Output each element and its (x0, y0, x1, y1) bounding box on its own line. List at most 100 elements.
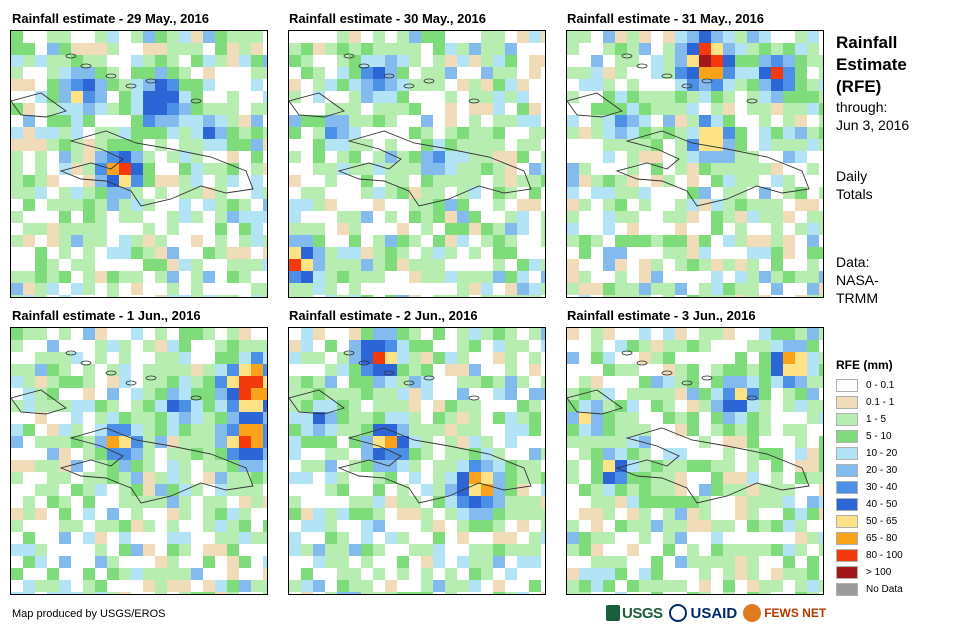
rainfall-cell (23, 55, 35, 67)
rainfall-cell (143, 568, 155, 580)
rainfall-cell (349, 424, 361, 436)
rainfall-cell (735, 544, 747, 556)
rainfall-cell (107, 376, 119, 388)
rainfall-cell (759, 247, 771, 259)
rainfall-cell (529, 388, 541, 400)
rainfall-cell (493, 484, 505, 496)
rainfall-cell (675, 532, 687, 544)
rainfall-cell (615, 460, 627, 472)
rainfall-cell (337, 151, 349, 163)
rainfall-cell (481, 484, 493, 496)
rainfall-cell (361, 388, 373, 400)
rainfall-cell (167, 508, 179, 520)
rainfall-cell (591, 352, 603, 364)
rainfall-cell (155, 484, 167, 496)
rainfall-cell (203, 460, 215, 472)
rainfall-cell (505, 175, 517, 187)
rainfall-cell (675, 259, 687, 271)
rainfall-cell (567, 283, 579, 295)
rainfall-cell (469, 568, 481, 580)
rainfall-cell (675, 496, 687, 508)
rainfall-cell (469, 115, 481, 127)
rainfall-cell (687, 139, 699, 151)
rainfall-cell (325, 592, 337, 594)
rainfall-cell (481, 139, 493, 151)
rainfall-cell (337, 223, 349, 235)
rainfall-cell (373, 328, 385, 340)
rainfall-cell (83, 79, 95, 91)
rainfall-cell (493, 115, 505, 127)
rainfall-cell (83, 199, 95, 211)
rainfall-cell (433, 31, 445, 43)
rainfall-cell (107, 364, 119, 376)
rainfall-cell (337, 412, 349, 424)
rainfall-cell (711, 127, 723, 139)
rainfall-cell (397, 376, 409, 388)
rainfall-cell (675, 412, 687, 424)
rainfall-cell (433, 151, 445, 163)
rainfall-cell (361, 187, 373, 199)
hispaniola-outline (615, 130, 810, 207)
rainfall-cell (337, 115, 349, 127)
rainfall-cell (639, 388, 651, 400)
rainfall-cell (191, 103, 203, 115)
rainfall-cell (227, 436, 239, 448)
rainfall-cell (119, 364, 131, 376)
rainfall-cell (711, 424, 723, 436)
rainfall-cell (107, 460, 119, 472)
rainfall-cell (711, 532, 723, 544)
rainfall-cell (361, 67, 373, 79)
legend: 0 - 0.1 0.1 - 1 1 - 5 5 - 10 10 - 20 20 … (836, 377, 903, 598)
rainfall-cell (107, 295, 119, 297)
rainfall-cell (301, 436, 313, 448)
rainfall-cell (469, 376, 481, 388)
rainfall-cell (493, 223, 505, 235)
rainfall-cell (759, 79, 771, 91)
rainfall-cell (627, 580, 639, 592)
rainfall-cell (385, 187, 397, 199)
rainfall-cell (59, 508, 71, 520)
rainfall-cell (663, 484, 675, 496)
rainfall-cell (639, 568, 651, 580)
rainfall-cell (179, 412, 191, 424)
rainfall-cell (759, 67, 771, 79)
rainfall-cell (493, 91, 505, 103)
rainfall-cell (445, 103, 457, 115)
rainfall-cell (325, 556, 337, 568)
rainfall-grid (289, 31, 545, 297)
rainfall-cell (59, 460, 71, 472)
rainfall-cell (771, 520, 783, 532)
rainfall-cell (131, 151, 143, 163)
rainfall-cell (373, 508, 385, 520)
rainfall-cell (651, 352, 663, 364)
rainfall-cell (337, 247, 349, 259)
rainfall-cell (107, 556, 119, 568)
rainfall-cell (35, 376, 47, 388)
rainfall-cell (301, 520, 313, 532)
rainfall-cell (11, 568, 23, 580)
rainfall-cell (529, 139, 541, 151)
rainfall-cell (143, 484, 155, 496)
rainfall-cell (457, 79, 469, 91)
rainfall-cell (795, 376, 807, 388)
rainfall-cell (675, 556, 687, 568)
rainfall-cell (541, 448, 545, 460)
rainfall-cell (227, 175, 239, 187)
rainfall-cell (795, 544, 807, 556)
rainfall-cell (167, 127, 179, 139)
rainfall-cell (251, 352, 263, 364)
rainfall-cell (771, 340, 783, 352)
rainfall-cell (83, 55, 95, 67)
rainfall-cell (289, 496, 301, 508)
rainfall-cell (397, 295, 409, 297)
rainfall-cell (301, 187, 313, 199)
rainfall-cell (239, 211, 251, 223)
rainfall-cell (747, 295, 759, 297)
rainfall-cell (615, 31, 627, 43)
rainfall-cell (579, 127, 591, 139)
rainfall-cell (203, 271, 215, 283)
rainfall-cell (505, 436, 517, 448)
rainfall-cell (723, 400, 735, 412)
rainfall-cell (289, 544, 301, 556)
rainfall-cell (361, 163, 373, 175)
